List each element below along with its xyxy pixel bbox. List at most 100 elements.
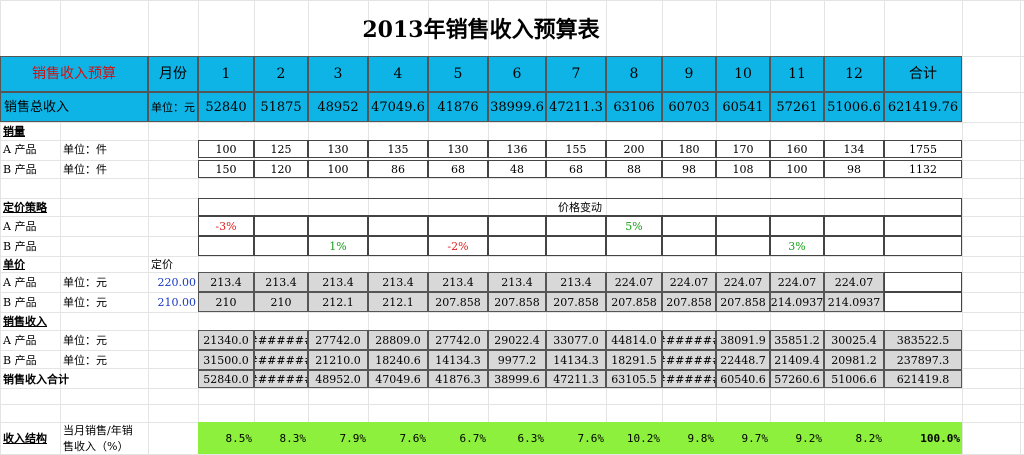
volume-cell[interactable]: 98 bbox=[824, 160, 884, 178]
header-month[interactable]: 月份 bbox=[148, 56, 198, 92]
price-change-cell[interactable] bbox=[770, 216, 824, 236]
header-total[interactable]: 合计 bbox=[884, 56, 962, 92]
unit-price-cell[interactable]: 213.4 bbox=[254, 272, 308, 292]
volume-cell[interactable]: 170 bbox=[716, 140, 770, 158]
revenue-cell[interactable]: 22448.7 bbox=[716, 350, 770, 370]
structure-cell[interactable]: 8.2% bbox=[855, 431, 883, 445]
total-revenue-cell[interactable]: 63106 bbox=[606, 92, 662, 122]
unit-price-cell[interactable]: 213.4 bbox=[488, 272, 546, 292]
structure-desc-2[interactable]: 售收入（%） bbox=[63, 439, 129, 453]
volume-cell[interactable]: 160 bbox=[770, 140, 824, 158]
month-header[interactable]: 7 bbox=[546, 56, 606, 92]
product-label[interactable]: B 产品 bbox=[3, 239, 37, 253]
volume-cell[interactable]: 68 bbox=[546, 160, 606, 178]
revenue-cell[interactable]: 14134.3 bbox=[428, 350, 488, 370]
unit-price-cell[interactable]: 207.858 bbox=[662, 292, 716, 312]
revenue-sum-cell[interactable]: 60540.6 bbox=[716, 370, 770, 388]
month-header[interactable]: 10 bbox=[716, 56, 770, 92]
total-revenue-cell[interactable]: 38999.6 bbox=[488, 92, 546, 122]
revenue-sum-label[interactable]: 销售收入合计 bbox=[3, 372, 69, 386]
month-header[interactable]: 12 bbox=[824, 56, 884, 92]
structure-cell[interactable]: 9.2% bbox=[795, 431, 823, 445]
price-change-cell[interactable]: -3% bbox=[198, 216, 254, 236]
volume-cell[interactable]: 108 bbox=[716, 160, 770, 178]
revenue-cell[interactable]: ####### bbox=[254, 350, 308, 370]
unit-price-cell[interactable]: 224.07 bbox=[606, 272, 662, 292]
month-header[interactable]: 3 bbox=[308, 56, 368, 92]
revenue-sum-cell[interactable]: 47211.3 bbox=[546, 370, 606, 388]
structure-cell[interactable]: 7.9% bbox=[339, 431, 367, 445]
volume-cell[interactable]: 120 bbox=[254, 160, 308, 178]
structure-cell[interactable]: 8.3% bbox=[279, 431, 307, 445]
total-revenue-cell[interactable]: 47049.6 bbox=[368, 92, 428, 122]
structure-cell[interactable]: 9.8% bbox=[687, 431, 715, 445]
revenue-cell[interactable]: ####### bbox=[662, 330, 716, 350]
volume-cell[interactable]: 150 bbox=[198, 160, 254, 178]
volume-cell[interactable]: 130 bbox=[308, 140, 368, 158]
revenue-cell[interactable]: 29022.4 bbox=[488, 330, 546, 350]
revenue-sum-cell[interactable]: ####### bbox=[662, 370, 716, 388]
section-pricing[interactable]: 定价策略 bbox=[3, 200, 47, 214]
structure-cell[interactable]: 7.6% bbox=[399, 431, 427, 445]
total-revenue-cell[interactable]: 51875 bbox=[254, 92, 308, 122]
price-change-cell[interactable] bbox=[428, 216, 488, 236]
unit-price-cell[interactable]: 213.4 bbox=[198, 272, 254, 292]
volume-cell[interactable]: 88 bbox=[606, 160, 662, 178]
structure-cell[interactable]: 8.5% bbox=[225, 431, 253, 445]
price-change-cell[interactable] bbox=[824, 236, 884, 256]
total-revenue-sum[interactable]: 621419.76 bbox=[884, 92, 962, 122]
revenue-cell[interactable]: 38091.9 bbox=[716, 330, 770, 350]
unit-price-cell[interactable]: 207.858 bbox=[606, 292, 662, 312]
unit-price-empty[interactable] bbox=[884, 292, 962, 312]
revenue-total[interactable]: 237897.3 bbox=[884, 350, 962, 370]
sheet-title[interactable]: 2013年销售收入预算表 bbox=[362, 17, 600, 43]
volume-total[interactable]: 1755 bbox=[884, 140, 962, 158]
total-revenue-cell[interactable]: 51006.6 bbox=[824, 92, 884, 122]
base-price[interactable]: 210.00 bbox=[157, 295, 197, 309]
volume-cell[interactable]: 125 bbox=[254, 140, 308, 158]
price-change-cell[interactable] bbox=[662, 236, 716, 256]
unit-price-cell[interactable]: 207.858 bbox=[546, 292, 606, 312]
total-revenue-cell[interactable]: 41876 bbox=[428, 92, 488, 122]
product-label[interactable]: B 产品 bbox=[3, 162, 37, 176]
revenue-sum-cell[interactable]: 48952.0 bbox=[308, 370, 368, 388]
volume-cell[interactable]: 134 bbox=[824, 140, 884, 158]
price-change-cell[interactable] bbox=[488, 216, 546, 236]
unit-price-cell[interactable]: 224.07 bbox=[770, 272, 824, 292]
volume-cell[interactable]: 155 bbox=[546, 140, 606, 158]
price-change-cell[interactable] bbox=[368, 216, 428, 236]
revenue-cell[interactable]: 14134.3 bbox=[546, 350, 606, 370]
product-label[interactable]: A 产品 bbox=[3, 219, 37, 233]
volume-cell[interactable]: 200 bbox=[606, 140, 662, 158]
total-revenue-cell[interactable]: 52840 bbox=[198, 92, 254, 122]
structure-cell[interactable]: 9.7% bbox=[741, 431, 769, 445]
revenue-sum-cell[interactable]: 38999.6 bbox=[488, 370, 546, 388]
unit-price-cell[interactable]: 207.858 bbox=[716, 292, 770, 312]
unit-price-cell[interactable]: 212.1 bbox=[308, 292, 368, 312]
total-revenue-cell[interactable]: 60703 bbox=[662, 92, 716, 122]
month-header[interactable]: 1 bbox=[198, 56, 254, 92]
product-label[interactable]: B 产品 bbox=[3, 295, 37, 309]
price-change-cell[interactable]: 5% bbox=[606, 216, 662, 236]
volume-cell[interactable]: 68 bbox=[428, 160, 488, 178]
volume-cell[interactable]: 98 bbox=[662, 160, 716, 178]
unit-price-cell[interactable]: 224.07 bbox=[662, 272, 716, 292]
unit-price-empty[interactable] bbox=[884, 272, 962, 292]
price-change-header[interactable]: 价格变动 bbox=[198, 198, 962, 216]
section-structure[interactable]: 收入结构 bbox=[3, 431, 47, 445]
month-header[interactable]: 9 bbox=[662, 56, 716, 92]
volume-cell[interactable]: 100 bbox=[198, 140, 254, 158]
total-revenue-cell[interactable]: 57261 bbox=[770, 92, 824, 122]
price-change-cell[interactable]: -2% bbox=[428, 236, 488, 256]
section-revenue[interactable]: 销售收入 bbox=[3, 314, 47, 328]
unit-price-cell[interactable]: 212.1 bbox=[368, 292, 428, 312]
base-price-label[interactable]: 定价 bbox=[151, 257, 173, 271]
unit-price-cell[interactable]: 214.0937 bbox=[770, 292, 824, 312]
price-change-cell[interactable] bbox=[716, 216, 770, 236]
revenue-total[interactable]: 383522.5 bbox=[884, 330, 962, 350]
revenue-cell[interactable]: 28809.0 bbox=[368, 330, 428, 350]
price-change-cell[interactable] bbox=[198, 236, 254, 256]
unit-label[interactable]: 单位：件 bbox=[63, 162, 107, 176]
unit-price-cell[interactable]: 210 bbox=[254, 292, 308, 312]
volume-cell[interactable]: 130 bbox=[428, 140, 488, 158]
